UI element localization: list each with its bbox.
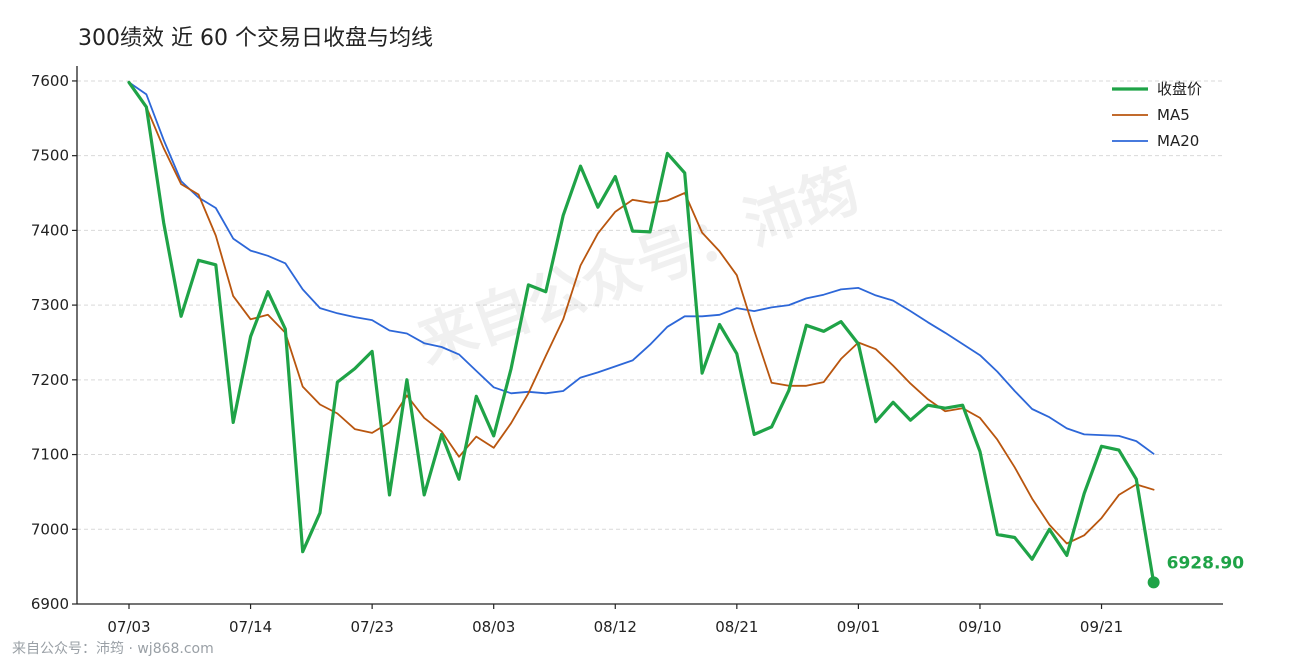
- last-close-point: [1147, 576, 1160, 589]
- chart-title: 300绩效 近 60 个交易日收盘与均线: [78, 26, 433, 51]
- grid: [77, 80, 1223, 530]
- x-tick-label: 09/01: [837, 618, 880, 636]
- x-tick-label: 07/23: [351, 618, 394, 636]
- series-layer: 6928.90: [127, 80, 1245, 589]
- y-tick-label: 7000: [31, 520, 69, 538]
- y-tick-labels: 6900 7000 7100 7200 7300 7400 7500 7600: [31, 72, 77, 613]
- x-tick-label: 07/14: [229, 618, 272, 636]
- x-tick-label: 09/21: [1080, 618, 1123, 636]
- legend-label: MA20: [1157, 132, 1199, 150]
- close-price-line: [127, 80, 1156, 584]
- y-tick-label: 7200: [31, 371, 69, 389]
- x-tick-label: 08/12: [594, 618, 637, 636]
- y-tick-label: 7600: [31, 72, 69, 90]
- legend-label: MA5: [1157, 106, 1190, 124]
- legend: 收盘价 MA5 MA20: [1112, 80, 1202, 150]
- y-tick-label: 7400: [31, 221, 69, 239]
- x-tick-label: 08/03: [472, 618, 515, 636]
- axes: [76, 66, 1223, 605]
- footer-source: 来自公众号：沛筠 · wj868.com: [12, 640, 214, 657]
- last-close-label: 6928.90: [1167, 553, 1245, 573]
- x-tick-label: 07/03: [107, 618, 150, 636]
- watermark: 来自公众号：沛筠: [409, 155, 868, 378]
- x-tick-label: 09/10: [958, 618, 1001, 636]
- x-tick-labels: 07/03 07/14 07/23 08/03 08/12 08/21 09/01 09/10…: [107, 604, 1123, 636]
- y-tick-label: 7500: [31, 147, 69, 165]
- legend-label: 收盘价: [1157, 80, 1202, 98]
- y-tick-label: 7300: [31, 296, 69, 314]
- y-tick-label: 7100: [31, 446, 69, 464]
- x-tick-label: 08/21: [715, 618, 758, 636]
- ma20-line: [128, 81, 1155, 455]
- y-tick-label: 6900: [31, 595, 69, 613]
- ma5-line: [128, 81, 1155, 545]
